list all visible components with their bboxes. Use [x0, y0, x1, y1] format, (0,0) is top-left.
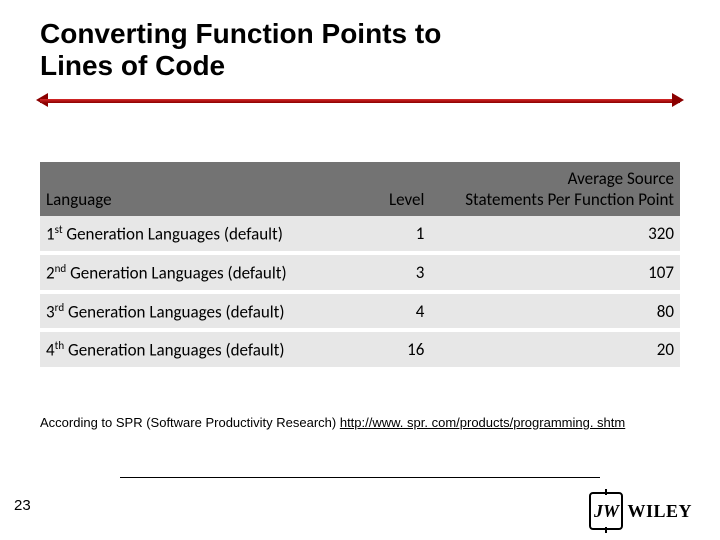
title-line-2: Lines of Code: [40, 50, 225, 81]
cell-language: 1st Generation Languages (default): [40, 216, 354, 253]
gen-num: 4: [46, 340, 55, 361]
cell-level: 4: [354, 292, 431, 331]
cell-level: 3: [354, 253, 431, 292]
wiley-mark-icon: JW: [589, 492, 623, 530]
gen-num: 2: [46, 263, 55, 284]
cell-language: 4th Generation Languages (default): [40, 330, 354, 369]
gen-num: 1: [46, 224, 55, 245]
col-level: Level: [354, 162, 431, 216]
table-row: 1st Generation Languages (default) 1 320: [40, 216, 680, 253]
col-avg-line2: Statements Per Function Point: [465, 189, 674, 210]
col-avg: Average Source Statements Per Function P…: [430, 162, 680, 216]
page-number: 23: [14, 497, 31, 514]
cell-level: 1: [354, 216, 431, 253]
table-body: 1st Generation Languages (default) 1 320…: [40, 216, 680, 369]
gen-ord: th: [55, 338, 65, 352]
gen-ord: st: [55, 222, 63, 236]
col-language: Language: [40, 162, 354, 216]
table-row: 3rd Generation Languages (default) 4 80: [40, 292, 680, 331]
gen-suffix: Generation Languages (default): [66, 263, 286, 284]
table-row: 4th Generation Languages (default) 16 20: [40, 330, 680, 369]
gen-suffix: Generation Languages (default): [63, 224, 283, 245]
arrow-right-icon: [672, 93, 684, 107]
attribution-text: According to SPR (Software Productivity …: [40, 415, 340, 430]
wiley-brand: WILEY: [627, 501, 692, 522]
cell-language: 2nd Generation Languages (default): [40, 253, 354, 292]
attribution-link[interactable]: http://www. spr. com/products/programmin…: [340, 415, 625, 430]
cell-level: 16: [354, 330, 431, 369]
cell-avg: 320: [430, 216, 680, 253]
table-row: 2nd Generation Languages (default) 3 107: [40, 253, 680, 292]
gen-suffix: Generation Languages (default): [64, 340, 284, 361]
gen-num: 3: [46, 301, 55, 322]
gen-suffix: Generation Languages (default): [64, 301, 284, 322]
cell-avg: 80: [430, 292, 680, 331]
publisher-logo: JW WILEY: [589, 492, 692, 530]
slide-title: Converting Function Points to Lines of C…: [40, 18, 680, 82]
fp-loc-table: Language Level Average Source Statements…: [40, 162, 680, 371]
footer-rule: [120, 477, 600, 478]
table-header-row: Language Level Average Source Statements…: [40, 162, 680, 216]
cell-avg: 20: [430, 330, 680, 369]
gen-ord: rd: [55, 300, 65, 314]
gen-ord: nd: [55, 261, 67, 275]
title-divider: [40, 94, 680, 108]
title-line-1: Converting Function Points to: [40, 18, 441, 49]
cell-avg: 107: [430, 253, 680, 292]
divider-bar: [40, 99, 680, 103]
slide: Converting Function Points to Lines of C…: [0, 0, 720, 540]
col-avg-line1: Average Source: [568, 168, 674, 189]
attribution: According to SPR (Software Productivity …: [40, 415, 680, 430]
table-container: Language Level Average Source Statements…: [40, 162, 680, 371]
cell-language: 3rd Generation Languages (default): [40, 292, 354, 331]
